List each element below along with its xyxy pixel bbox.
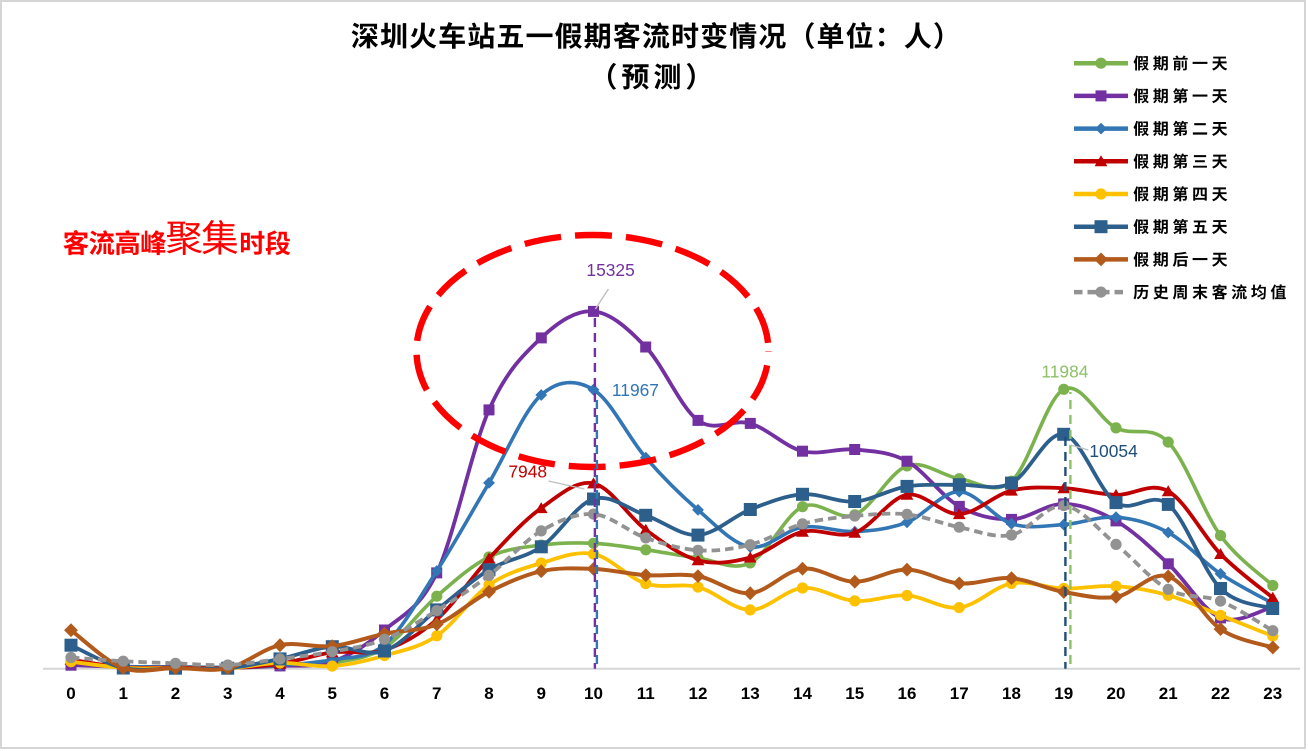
svg-text:1: 1 (119, 684, 128, 703)
svg-text:15325: 15325 (586, 260, 634, 280)
svg-text:5: 5 (328, 684, 337, 703)
svg-text:3: 3 (223, 684, 232, 703)
svg-text:12: 12 (689, 684, 708, 703)
svg-text:10054: 10054 (1089, 441, 1138, 461)
svg-text:11967: 11967 (612, 380, 659, 400)
svg-text:23: 23 (1263, 684, 1282, 703)
svg-text:2: 2 (171, 684, 180, 703)
svg-text:16: 16 (898, 684, 917, 703)
svg-text:15: 15 (845, 684, 864, 703)
svg-text:18: 18 (1002, 684, 1021, 703)
svg-text:13: 13 (741, 684, 760, 703)
svg-text:20: 20 (1107, 684, 1126, 703)
svg-text:21: 21 (1159, 684, 1178, 703)
svg-text:7948: 7948 (508, 462, 547, 482)
svg-text:6: 6 (380, 684, 389, 703)
svg-text:4: 4 (275, 684, 285, 703)
svg-text:9: 9 (537, 684, 546, 703)
svg-text:7: 7 (432, 684, 441, 703)
svg-text:14: 14 (793, 684, 812, 703)
svg-text:22: 22 (1211, 684, 1230, 703)
svg-text:0: 0 (66, 684, 75, 703)
svg-text:17: 17 (950, 684, 969, 703)
svg-text:11984: 11984 (1041, 362, 1088, 382)
svg-text:11: 11 (637, 684, 655, 703)
svg-text:8: 8 (484, 684, 493, 703)
svg-text:10: 10 (584, 684, 603, 703)
svg-text:19: 19 (1054, 684, 1073, 703)
